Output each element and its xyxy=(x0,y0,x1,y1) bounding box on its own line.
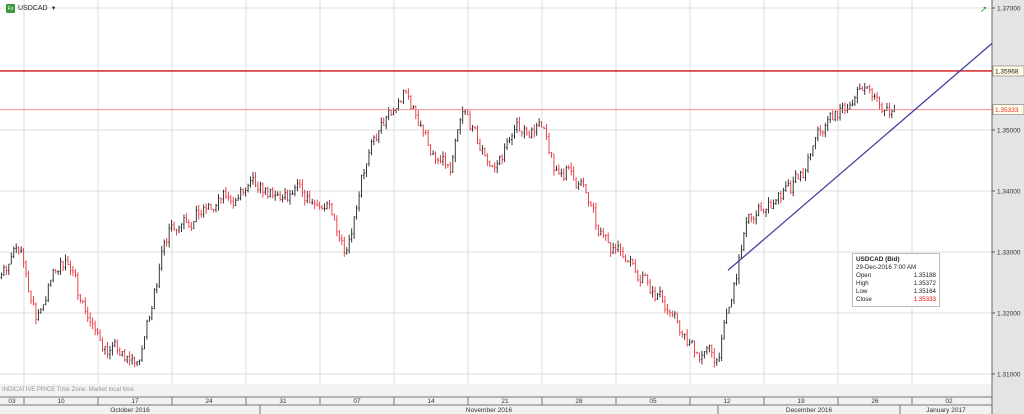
y-tick-label: 1.35000 xyxy=(997,128,1021,135)
week-label: 03 xyxy=(8,398,16,405)
tooltip-row: Low 1.35164 xyxy=(856,288,936,296)
caret-down-icon[interactable]: ▼ xyxy=(50,5,57,12)
week-label: 02 xyxy=(945,398,953,405)
tooltip-row: Close 1.35333 xyxy=(856,296,936,304)
price-marker-label: 1.35333 xyxy=(995,107,1019,114)
tooltip-row: High 1.35372 xyxy=(856,280,936,288)
row-value: 1.35164 xyxy=(913,288,936,295)
month-label: December 2016 xyxy=(786,407,833,414)
ohlc-tooltip: USDCAD (Bid) 29-Dec-2016 7:00 AM Open 1.3… xyxy=(852,253,940,307)
week-label: 28 xyxy=(575,398,583,405)
x-axis-panel xyxy=(0,384,992,414)
row-value: 1.35333 xyxy=(913,296,936,303)
row-value: 1.35372 xyxy=(913,280,936,287)
month-label: November 2016 xyxy=(466,407,513,414)
price-marker-box xyxy=(992,65,1024,77)
y-tick-label: 1.33000 xyxy=(997,250,1021,257)
row-label: High xyxy=(856,280,869,287)
price-marker-box xyxy=(992,104,1024,115)
fx-icon: Fx xyxy=(6,4,15,13)
y-tick-label: 1.37000 xyxy=(997,6,1021,13)
row-label: Close xyxy=(856,296,872,303)
month-label: October 2016 xyxy=(110,407,150,414)
footer-note: INDICATIVE PRICE Time Zone: Market local… xyxy=(2,387,134,393)
price-marker-label: 1.35968 xyxy=(995,68,1019,75)
y-tick-label: 1.31000 xyxy=(997,372,1021,379)
symbol-label: USDCAD xyxy=(18,5,48,12)
tooltip-title: USDCAD (Bid) xyxy=(856,256,900,263)
row-label: Open xyxy=(856,272,872,279)
tooltip-datetime: 29-Dec-2016 7:00 AM xyxy=(856,264,917,271)
trend-arrow-icon[interactable]: ➚ xyxy=(980,4,988,14)
trendline xyxy=(727,42,993,271)
week-label: 31 xyxy=(279,398,287,405)
week-label: 10 xyxy=(57,398,65,405)
y-axis-panel xyxy=(992,0,1024,414)
y-tick-label: 1.32000 xyxy=(997,311,1021,318)
row-label: Low xyxy=(856,288,868,295)
week-label: 07 xyxy=(353,398,361,405)
week-label: 14 xyxy=(427,398,435,405)
week-label: 24 xyxy=(205,398,213,405)
week-label: 17 xyxy=(131,398,139,405)
week-label: 05 xyxy=(649,398,657,405)
symbol-header[interactable]: Fx USDCAD ▼ xyxy=(6,4,57,13)
week-label: 21 xyxy=(501,398,509,405)
y-tick-label: 1.34000 xyxy=(997,189,1021,196)
row-value: 1.35188 xyxy=(913,272,936,279)
week-label: 26 xyxy=(871,398,879,405)
tooltip-row: Open 1.35188 xyxy=(856,272,936,280)
month-label: January 2017 xyxy=(926,407,966,414)
week-label: 19 xyxy=(797,398,805,405)
week-label: 12 xyxy=(723,398,731,405)
